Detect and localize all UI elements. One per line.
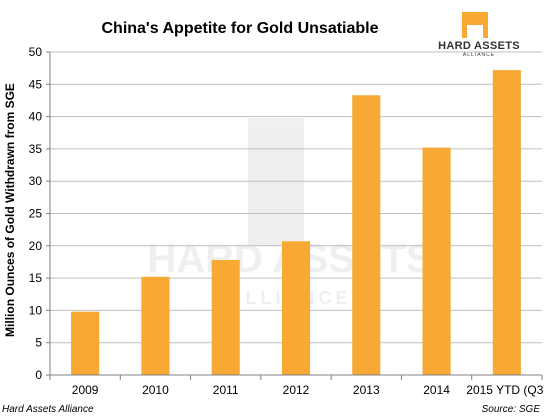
x-tick-label: 2013	[353, 383, 380, 397]
x-tick-label: 2014	[423, 383, 450, 397]
logo-mark-icon	[462, 12, 488, 38]
x-tick-label: 2012	[283, 383, 310, 397]
y-tick-label: 20	[29, 239, 43, 253]
x-tick-label: 2009	[72, 383, 99, 397]
y-tick-label: 0	[35, 368, 42, 382]
watermark-mark	[248, 118, 304, 246]
hard-assets-logo: HARD ASSETS ALLIANCE	[424, 12, 534, 58]
x-tick-label: 2015 YTD (Q3)	[466, 383, 544, 397]
logo-subtext: ALLIANCE	[462, 52, 496, 58]
bar-2014	[422, 147, 451, 375]
y-tick-label: 30	[29, 174, 43, 188]
footer-source: Source: SGE	[481, 404, 540, 415]
x-tick-label: 2010	[142, 383, 169, 397]
y-axis-label: Million Ounces of Gold Withdrawn from SG…	[3, 83, 17, 337]
y-tick-label: 45	[29, 77, 43, 91]
bar-2011	[211, 260, 240, 375]
y-tick-label: 35	[29, 142, 43, 156]
x-tick-label: 2011	[213, 383, 239, 397]
y-tick-label: 15	[29, 271, 43, 285]
bar-2015-ytd-q3-	[492, 70, 521, 375]
chart-title: China's Appetite for Gold Unsatiable	[101, 20, 379, 37]
y-tick-label: 5	[35, 336, 42, 350]
y-tick-label: 10	[29, 303, 43, 317]
bars	[71, 70, 521, 376]
x-tick-labels: 2009 2010 2011 2012 2013 2014 2015 YTD (Q3)	[49, 375, 544, 397]
bar-2010	[141, 276, 170, 375]
y-tick-label: 40	[29, 110, 43, 124]
axes	[49, 52, 542, 376]
bar-2009	[71, 311, 100, 375]
y-tick-labels: 0 5 10 15 20 25 30 35 40 45 50	[29, 45, 43, 382]
y-tick-label: 50	[29, 45, 43, 59]
bar-2013	[352, 95, 381, 376]
logo-text: HARD ASSETS	[438, 40, 520, 52]
footer-credit: Hard Assets Alliance	[2, 404, 94, 415]
bar-2012	[281, 241, 311, 375]
y-tick-label: 25	[29, 207, 43, 221]
